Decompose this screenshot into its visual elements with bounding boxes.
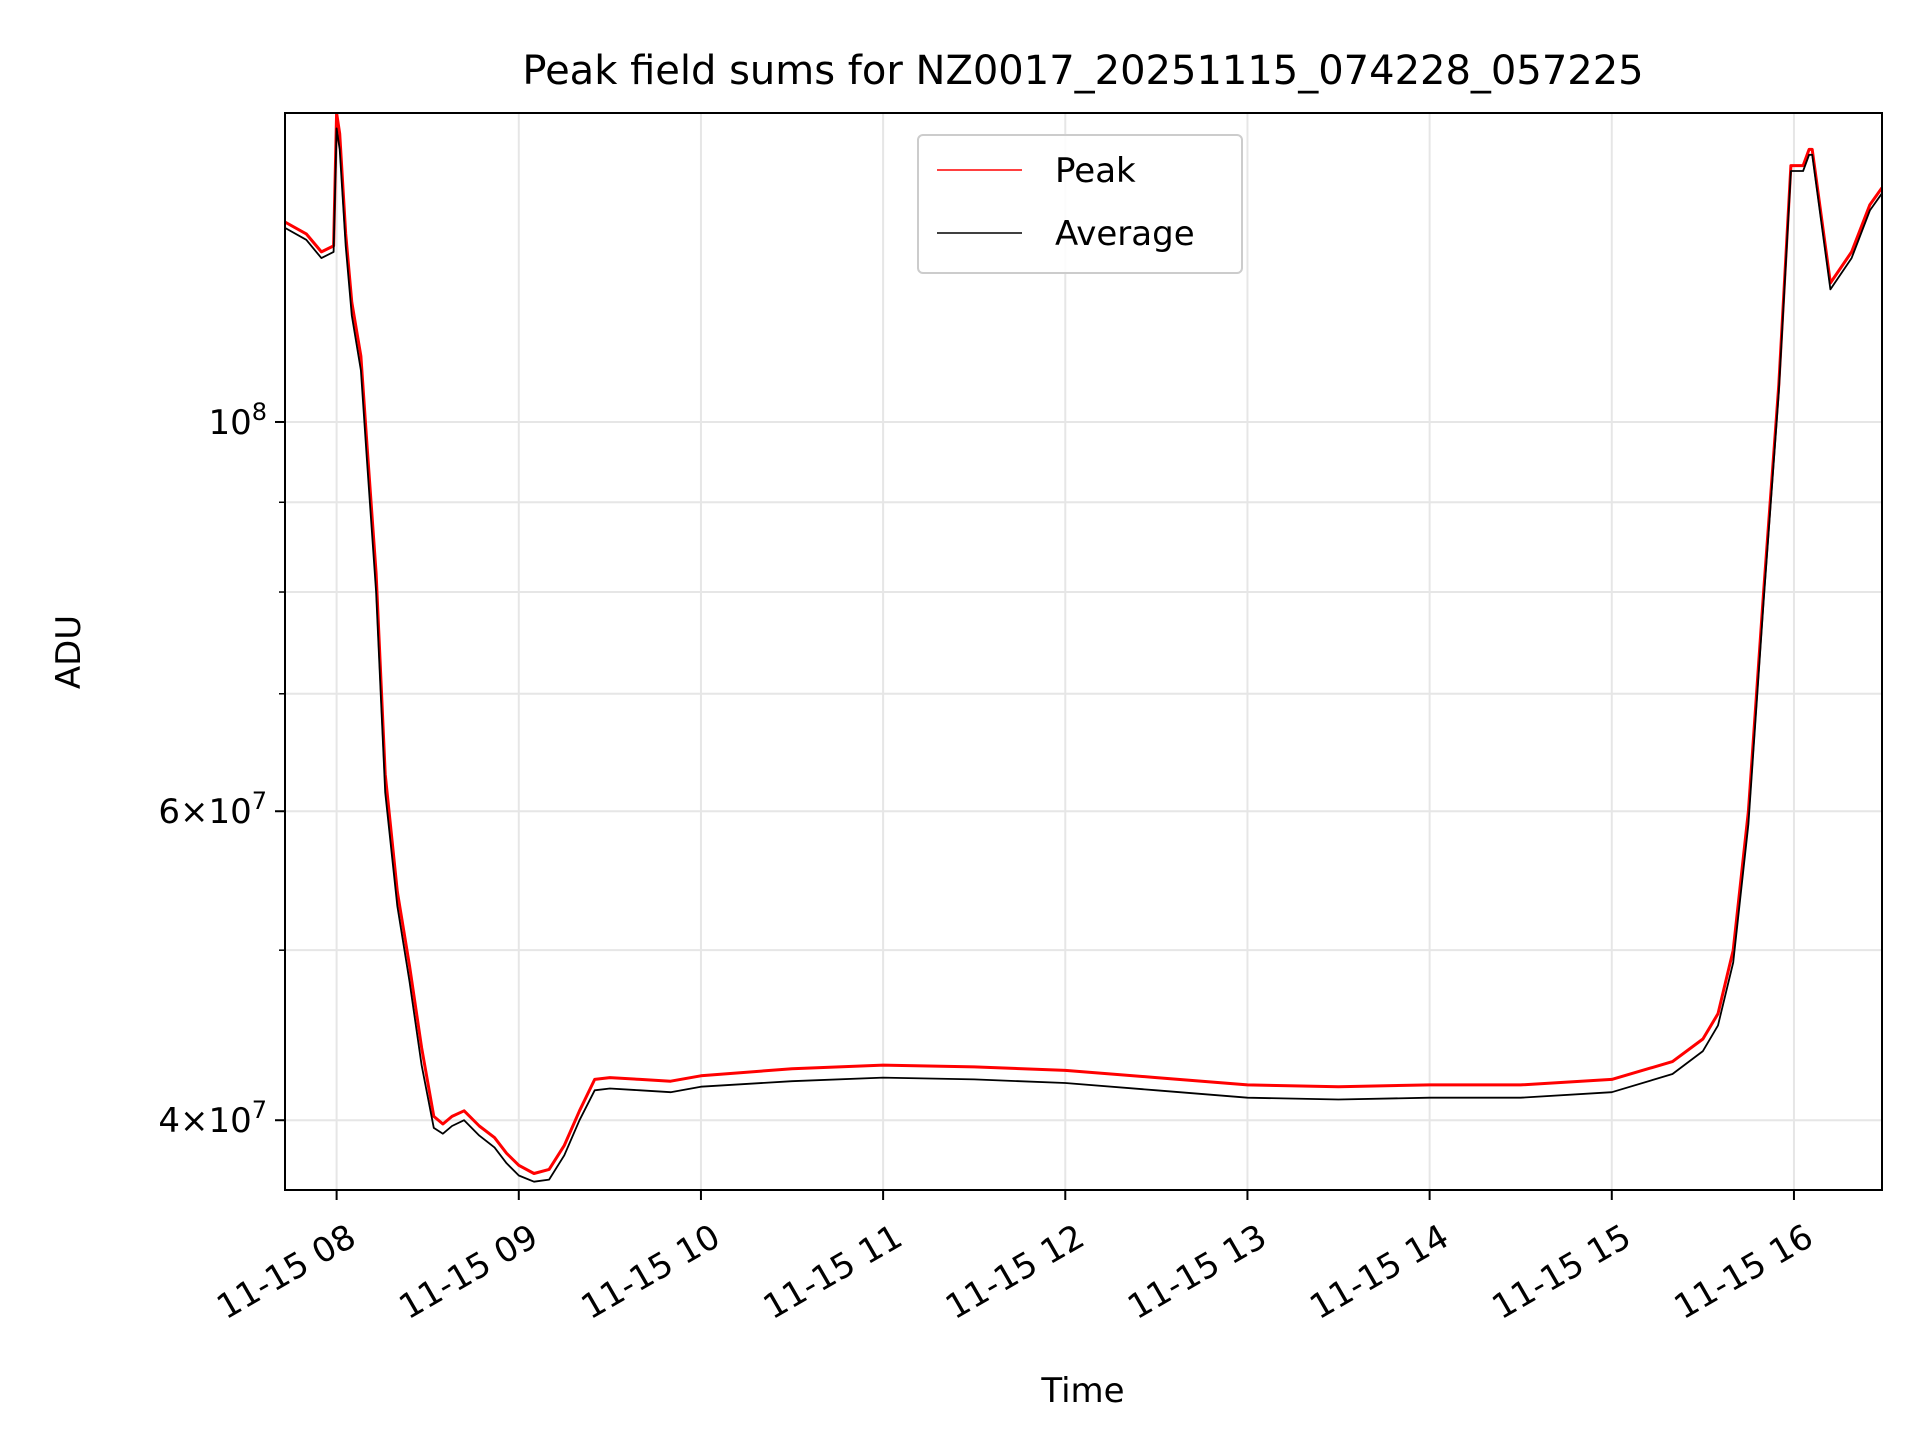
y-axis-ticks: 4×107 6×107 108 [158,398,285,1141]
plot-area-frame [284,112,1883,1191]
y-axis-label: ADU [49,615,89,689]
x-axis-label: Time [1040,1371,1124,1411]
y-tick-label: 6×107 [158,787,267,832]
legend: Peak Average [917,134,1243,274]
y-tick-label: 108 [208,398,267,443]
average-series-line [285,127,1882,1183]
y-tick-label: 4×107 [158,1096,267,1141]
legend-average-label: Average [1055,214,1195,254]
legend-peak-label: Peak [1055,151,1136,191]
grid-lines [285,113,1882,1190]
plot-series [285,113,1882,1183]
chart-title: Peak field sums for NZ0017_20251115_0742… [522,48,1643,94]
